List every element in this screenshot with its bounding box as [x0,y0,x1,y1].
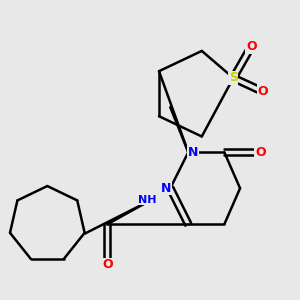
Text: NH: NH [138,194,156,205]
Text: O: O [102,258,112,271]
Text: N: N [188,146,198,159]
Text: N: N [160,182,171,195]
Text: O: O [246,40,256,53]
Text: S: S [229,71,238,84]
Text: O: O [257,85,268,98]
Text: O: O [255,146,266,159]
